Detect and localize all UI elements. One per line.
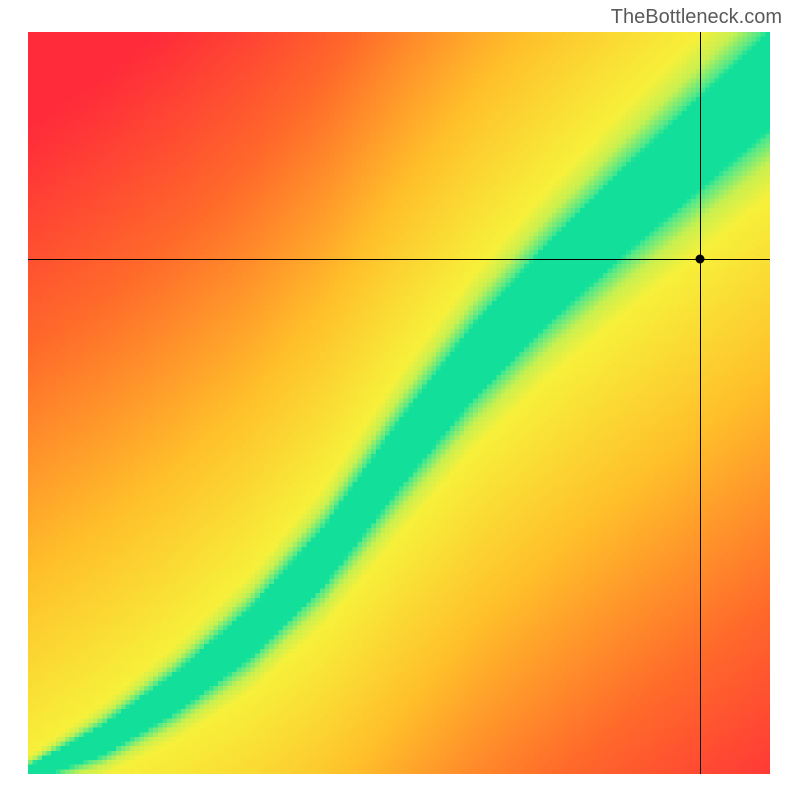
crosshair-horizontal — [28, 259, 770, 260]
crosshair-dot — [695, 255, 704, 264]
heatmap-chart — [28, 32, 770, 774]
heatmap-canvas — [28, 32, 770, 774]
watermark-text: TheBottleneck.com — [611, 6, 782, 29]
crosshair-vertical — [700, 32, 701, 774]
